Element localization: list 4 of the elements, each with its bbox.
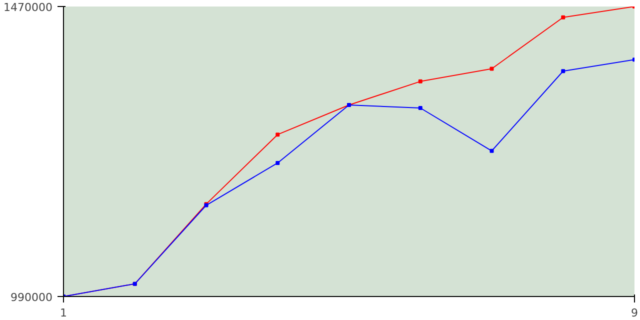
x-tick-label: 1 xyxy=(60,306,67,320)
y-tick-label: 1470000 xyxy=(4,1,53,14)
x-tick-label: 9 xyxy=(631,306,638,320)
y-tick-label: 990000 xyxy=(10,291,53,304)
